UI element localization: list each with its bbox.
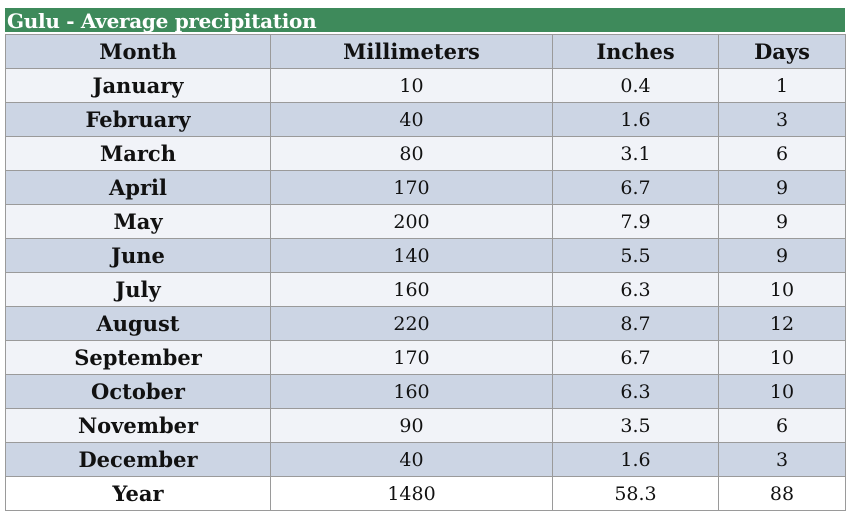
table-row: July 160 6.3 10 [5,272,846,307]
millimeters-cell: 170 [270,170,553,205]
millimeters-cell: 220 [270,306,553,341]
millimeters-cell: 170 [270,340,553,375]
month-cell: April [5,170,271,205]
table-row: August 220 8.7 12 [5,306,846,341]
month-cell: June [5,238,271,273]
table-row: November 90 3.5 6 [5,408,846,443]
inches-cell: 8.7 [552,306,719,341]
days-cell: 3 [718,102,846,137]
days-cell: 9 [718,204,846,239]
table-row: June 140 5.5 9 [5,238,846,273]
inches-cell: 3.1 [552,136,719,171]
inches-cell: 6.7 [552,170,719,205]
header-millimeters: Millimeters [270,34,553,69]
days-cell: 10 [718,272,846,307]
month-cell: February [5,102,271,137]
table-row: May 200 7.9 9 [5,204,846,239]
inches-cell: 6.3 [552,374,719,409]
header-days: Days [718,34,846,69]
days-cell: 10 [718,340,846,375]
table-row: September 170 6.7 10 [5,340,846,375]
millimeters-cell: 10 [270,68,553,103]
millimeters-cell: 160 [270,272,553,307]
inches-cell: 5.5 [552,238,719,273]
precipitation-table-container: Gulu - Average precipitation Month Milli… [5,8,846,511]
month-cell: October [5,374,271,409]
days-cell: 6 [718,136,846,171]
month-cell: December [5,442,271,477]
precipitation-table: Month Millimeters Inches Days January 10… [5,34,846,511]
days-cell: 9 [718,238,846,273]
millimeters-cell: 80 [270,136,553,171]
days-cell: 9 [718,170,846,205]
days-cell: 88 [718,476,846,511]
table-row: April 170 6.7 9 [5,170,846,205]
year-total-row: Year 1480 58.3 88 [5,476,846,511]
inches-cell: 6.7 [552,340,719,375]
inches-cell: 0.4 [552,68,719,103]
table-row: March 80 3.1 6 [5,136,846,171]
millimeters-cell: 1480 [270,476,553,511]
inches-cell: 1.6 [552,102,719,137]
millimeters-cell: 160 [270,374,553,409]
days-cell: 12 [718,306,846,341]
millimeters-cell: 140 [270,238,553,273]
millimeters-cell: 200 [270,204,553,239]
days-cell: 6 [718,408,846,443]
millimeters-cell: 40 [270,102,553,137]
month-cell: August [5,306,271,341]
month-cell: September [5,340,271,375]
month-cell: March [5,136,271,171]
table-row: December 40 1.6 3 [5,442,846,477]
inches-cell: 3.5 [552,408,719,443]
month-cell: January [5,68,271,103]
days-cell: 3 [718,442,846,477]
table-row: October 160 6.3 10 [5,374,846,409]
inches-cell: 1.6 [552,442,719,477]
table-row: January 10 0.4 1 [5,68,846,103]
inches-cell: 6.3 [552,272,719,307]
millimeters-cell: 40 [270,442,553,477]
millimeters-cell: 90 [270,408,553,443]
table-title: Gulu - Average precipitation [5,8,845,34]
month-cell: Year [5,476,271,511]
days-cell: 1 [718,68,846,103]
month-cell: May [5,204,271,239]
header-month: Month [5,34,271,69]
header-inches: Inches [552,34,719,69]
month-cell: July [5,272,271,307]
inches-cell: 7.9 [552,204,719,239]
inches-cell: 58.3 [552,476,719,511]
month-cell: November [5,408,271,443]
days-cell: 10 [718,374,846,409]
header-row: Month Millimeters Inches Days [5,34,846,69]
table-row: February 40 1.6 3 [5,102,846,137]
